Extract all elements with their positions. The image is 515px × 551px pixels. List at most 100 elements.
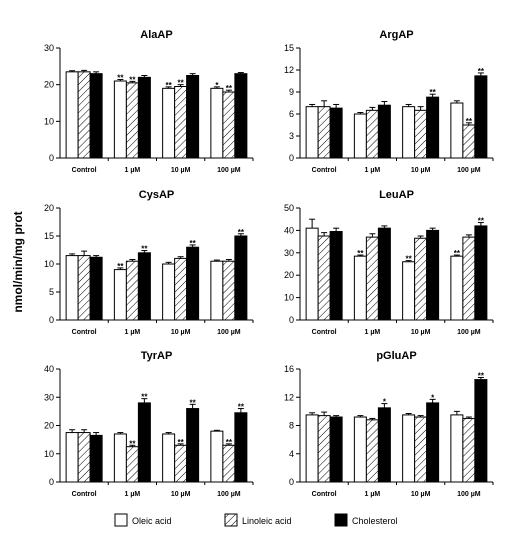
bar-linoleic-acid <box>174 257 188 321</box>
y-tick-label: 0 <box>289 315 294 325</box>
bar-cholesterol <box>377 407 391 483</box>
bar-linoleic-acid <box>222 91 236 159</box>
y-tick-label: 9 <box>289 87 294 97</box>
bar-cholesterol <box>377 104 391 159</box>
y-tick-label: 10 <box>44 259 54 269</box>
bar-linoleic-acid <box>462 417 476 483</box>
legend-swatch <box>114 513 128 527</box>
bar-oleic-acid <box>353 255 367 321</box>
y-tick-label: 20 <box>44 203 54 213</box>
x-tick-label: 10 µM <box>171 167 191 174</box>
x-tick-label: 10 µM <box>171 491 191 498</box>
bar-linoleic-acid <box>462 124 476 159</box>
bar-oleic-acid <box>210 430 224 483</box>
significance-mark: ** <box>141 245 148 254</box>
bar-oleic-acid <box>65 71 79 159</box>
x-tick-label: Control <box>72 491 97 498</box>
bar-cholesterol <box>186 246 200 321</box>
bar-linoleic-acid <box>174 86 188 159</box>
bar-oleic-acid <box>113 433 127 483</box>
y-tick-label: 12 <box>284 392 294 402</box>
x-tick-label: 1 µM <box>125 491 141 498</box>
bar-cholesterol <box>329 107 343 159</box>
y-tick-label: 10 <box>44 116 54 126</box>
y-tick-label: 8 <box>289 421 294 431</box>
y-tick-label: 15 <box>44 231 54 241</box>
bar-oleic-acid <box>113 80 127 159</box>
bar-linoleic-acid <box>317 415 331 483</box>
y-tick-label: 40 <box>284 225 294 235</box>
panel-title: TyrAP <box>141 350 173 362</box>
significance-mark: ** <box>141 393 148 402</box>
bar-linoleic-acid <box>414 416 428 483</box>
bar-oleic-acid <box>402 261 416 321</box>
bar-oleic-acid <box>305 227 319 321</box>
panel-title: pGluAP <box>376 350 416 362</box>
bar-linoleic-acid <box>77 71 91 159</box>
x-tick-label: 100 µM <box>457 167 481 174</box>
bar-linoleic-acid <box>414 109 428 159</box>
legend-label: Cholesterol <box>352 516 398 526</box>
legend: Oleic acid Linoleic acid Cholesterol <box>114 513 398 527</box>
bar-oleic-acid <box>162 87 176 159</box>
bar-linoleic-acid <box>317 106 331 159</box>
bar-cholesterol <box>186 408 200 483</box>
bar-linoleic-acid <box>125 446 139 483</box>
y-tick-label: 20 <box>44 421 54 431</box>
legend-label: Oleic acid <box>132 516 172 526</box>
significance-mark: ** <box>166 81 173 90</box>
x-tick-label: 1 µM <box>365 491 381 498</box>
bar-oleic-acid <box>210 260 224 321</box>
bar-linoleic-acid <box>365 419 379 483</box>
panel-argap: ArgAP 0 3 6 9 12 15 Control 1 µM 10 µM ** 100 µM ** *… <box>284 29 494 174</box>
significance-mark: ** <box>357 249 364 258</box>
bar-oleic-acid <box>305 106 319 159</box>
significance-mark: ** <box>178 79 185 88</box>
bar-linoleic-acid <box>77 432 91 483</box>
bar-oleic-acid <box>450 102 464 159</box>
significance-mark: ** <box>238 228 245 237</box>
x-tick-label: 10 µM <box>411 167 431 174</box>
bar-oleic-acid <box>65 255 79 321</box>
bar-cholesterol <box>329 416 343 483</box>
bar-cholesterol <box>234 73 248 159</box>
y-tick-label: 20 <box>44 80 54 90</box>
y-tick-label: 0 <box>289 153 294 163</box>
panel-cysap: CysAP 0 5 10 15 20 Control 1 µM ** ** 10 µM ** 100 µ… <box>44 189 254 336</box>
bar-linoleic-acid <box>222 444 236 483</box>
y-tick-label: 0 <box>49 315 54 325</box>
bar-linoleic-acid <box>414 237 428 321</box>
x-tick-label: 1 µM <box>365 167 381 174</box>
bar-cholesterol <box>186 75 200 159</box>
x-tick-label: 1 µM <box>125 329 141 336</box>
bar-cholesterol <box>137 252 151 321</box>
x-tick-label: 10 µM <box>171 329 191 336</box>
bar-linoleic-acid <box>222 260 236 321</box>
bar-oleic-acid <box>113 269 127 321</box>
x-tick-label: Control <box>312 491 337 498</box>
bar-cholesterol <box>234 412 248 483</box>
panel-tyrap: TyrAP 0 10 20 30 40 Control 1 µM ** ** 10 µM ** ** 10… <box>44 350 254 498</box>
bar-cholesterol <box>474 75 488 159</box>
bar-cholesterol <box>377 227 391 321</box>
bar-linoleic-acid <box>365 109 379 159</box>
bar-linoleic-acid <box>365 236 379 321</box>
significance-mark: ** <box>466 117 473 126</box>
significance-mark: ** <box>454 249 461 258</box>
bar-cholesterol <box>426 96 440 159</box>
significance-mark: ** <box>238 403 245 412</box>
bar-linoleic-acid <box>125 260 139 321</box>
bar-cholesterol <box>329 231 343 321</box>
bar-cholesterol <box>137 76 151 159</box>
x-tick-label: 1 µM <box>365 329 381 336</box>
bar-oleic-acid <box>162 433 176 483</box>
y-tick-label: 16 <box>284 364 294 374</box>
significance-mark: ** <box>430 88 437 97</box>
x-tick-label: 10 µM <box>411 329 431 336</box>
panel-title: ArgAP <box>379 29 413 41</box>
y-tick-label: 10 <box>284 293 294 303</box>
bar-linoleic-acid <box>77 255 91 321</box>
x-tick-label: 100 µM <box>457 329 481 336</box>
y-tick-label: 30 <box>44 43 54 53</box>
